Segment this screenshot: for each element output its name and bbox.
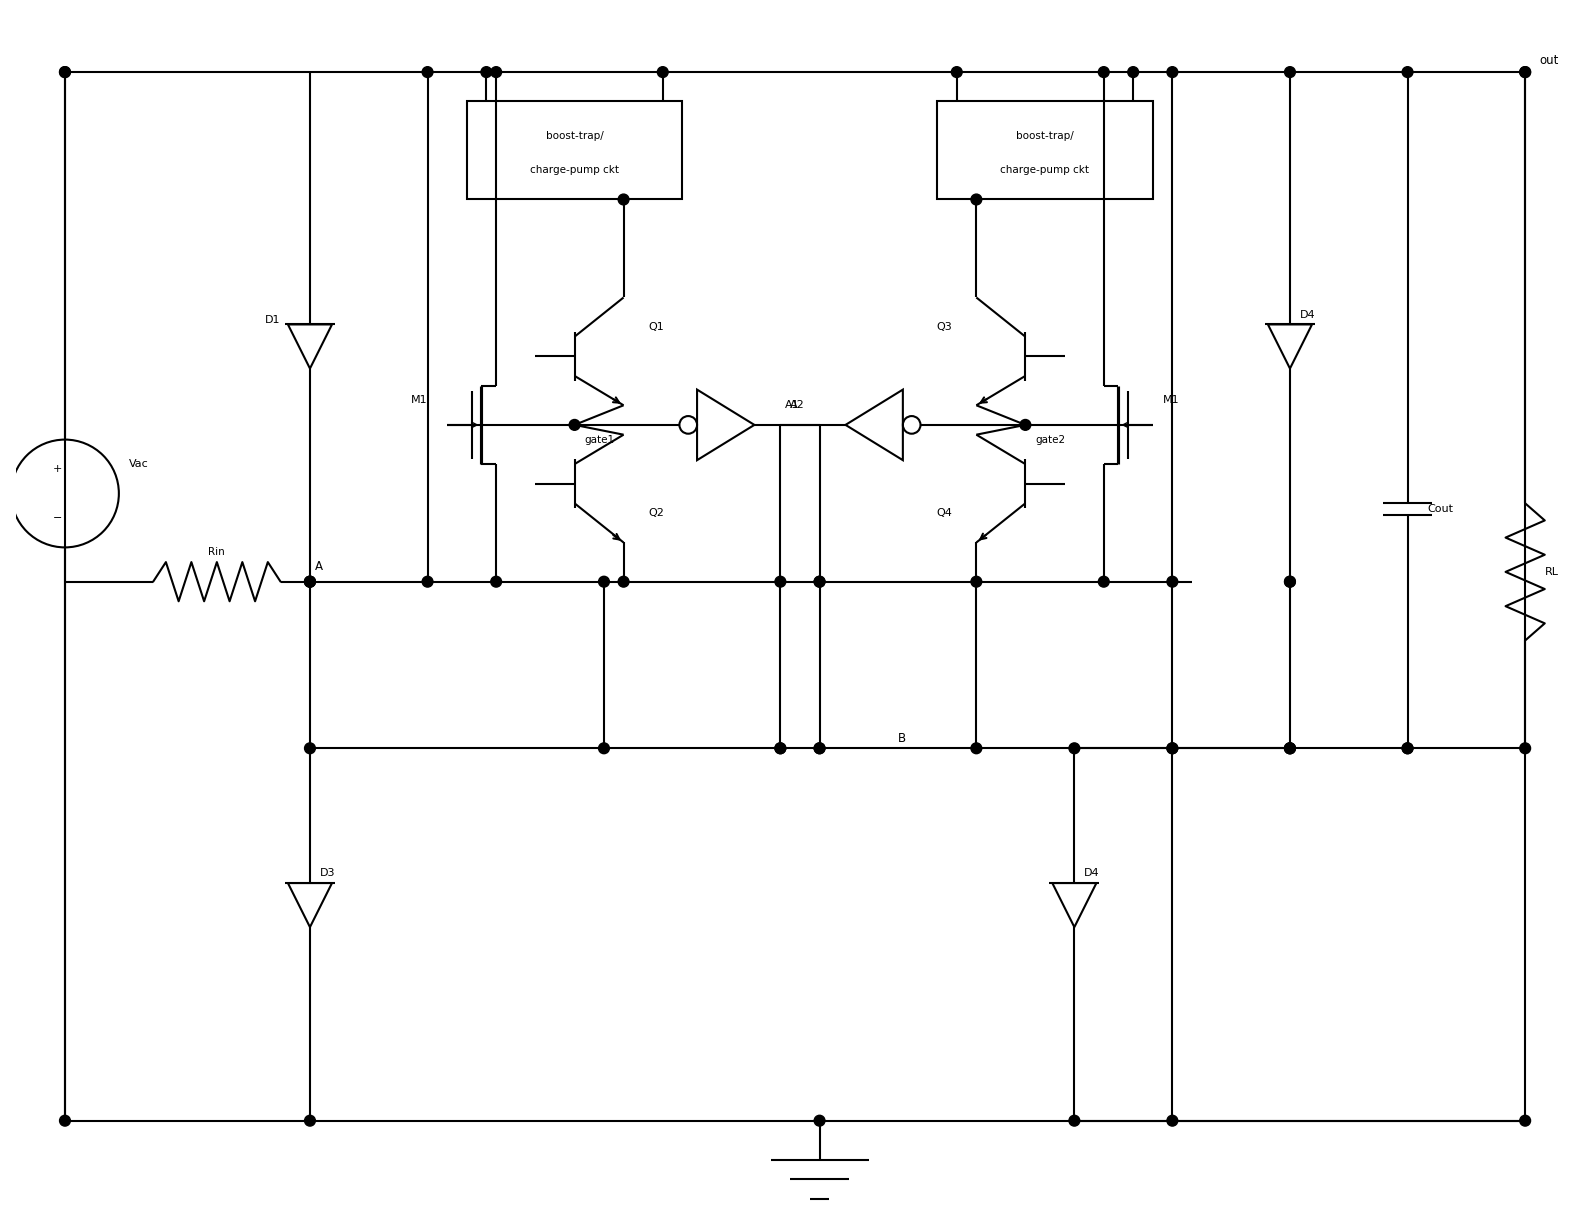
Text: A: A bbox=[314, 560, 322, 574]
Circle shape bbox=[618, 576, 629, 587]
Circle shape bbox=[1098, 66, 1109, 78]
Text: M1: M1 bbox=[410, 395, 428, 405]
Circle shape bbox=[814, 576, 825, 587]
Circle shape bbox=[598, 576, 610, 587]
Text: Q3: Q3 bbox=[937, 321, 951, 332]
Text: +: + bbox=[53, 464, 62, 474]
Circle shape bbox=[814, 742, 825, 753]
Circle shape bbox=[1285, 742, 1296, 753]
Text: D4: D4 bbox=[1084, 868, 1100, 878]
Text: D3: D3 bbox=[319, 868, 335, 878]
Circle shape bbox=[1285, 742, 1296, 753]
Text: Vac: Vac bbox=[129, 459, 148, 469]
FancyBboxPatch shape bbox=[937, 101, 1152, 199]
Text: D1: D1 bbox=[265, 315, 281, 325]
Circle shape bbox=[1167, 66, 1178, 78]
Text: Q4: Q4 bbox=[935, 508, 951, 518]
Text: charge-pump ckt: charge-pump ckt bbox=[1001, 165, 1090, 175]
Circle shape bbox=[423, 66, 433, 78]
Circle shape bbox=[618, 194, 629, 204]
Circle shape bbox=[1069, 742, 1080, 753]
Text: Q1: Q1 bbox=[648, 321, 664, 332]
Text: B: B bbox=[899, 732, 907, 745]
Circle shape bbox=[1167, 576, 1178, 587]
Circle shape bbox=[1403, 742, 1412, 753]
Circle shape bbox=[814, 742, 825, 753]
Circle shape bbox=[305, 742, 316, 753]
Circle shape bbox=[951, 66, 962, 78]
FancyBboxPatch shape bbox=[466, 101, 683, 199]
Circle shape bbox=[1285, 576, 1296, 587]
Text: out: out bbox=[1540, 54, 1559, 68]
Circle shape bbox=[1098, 576, 1109, 587]
Circle shape bbox=[1128, 66, 1138, 78]
Circle shape bbox=[970, 742, 982, 753]
Circle shape bbox=[492, 576, 501, 587]
Circle shape bbox=[480, 66, 492, 78]
Circle shape bbox=[59, 66, 70, 78]
Circle shape bbox=[1519, 66, 1531, 78]
Circle shape bbox=[598, 742, 610, 753]
Text: charge-pump ckt: charge-pump ckt bbox=[530, 165, 619, 175]
Circle shape bbox=[1403, 66, 1412, 78]
Circle shape bbox=[59, 66, 70, 78]
Circle shape bbox=[1519, 742, 1531, 753]
Circle shape bbox=[1167, 742, 1178, 753]
Text: −: − bbox=[53, 513, 62, 523]
Circle shape bbox=[1519, 1115, 1531, 1126]
Circle shape bbox=[305, 576, 316, 587]
Circle shape bbox=[970, 576, 982, 587]
Circle shape bbox=[1285, 66, 1296, 78]
Circle shape bbox=[658, 66, 669, 78]
Circle shape bbox=[1069, 1115, 1080, 1126]
Circle shape bbox=[1285, 742, 1296, 753]
Text: gate2: gate2 bbox=[1036, 435, 1065, 444]
Circle shape bbox=[492, 66, 501, 78]
Circle shape bbox=[305, 576, 316, 587]
Text: gate1: gate1 bbox=[584, 435, 614, 444]
Circle shape bbox=[423, 576, 433, 587]
Circle shape bbox=[776, 576, 785, 587]
Circle shape bbox=[1519, 66, 1531, 78]
Circle shape bbox=[1403, 742, 1412, 753]
Text: M1: M1 bbox=[1162, 395, 1179, 405]
Text: Q2: Q2 bbox=[648, 508, 664, 518]
Text: D4: D4 bbox=[1299, 310, 1315, 320]
Circle shape bbox=[59, 1115, 70, 1126]
Circle shape bbox=[1020, 420, 1031, 431]
Text: Cout: Cout bbox=[1427, 505, 1454, 515]
Circle shape bbox=[305, 1115, 316, 1126]
Circle shape bbox=[1167, 742, 1178, 753]
Text: A2: A2 bbox=[790, 400, 804, 410]
Text: Rin: Rin bbox=[209, 548, 225, 558]
Circle shape bbox=[1167, 1115, 1178, 1126]
Circle shape bbox=[776, 742, 785, 753]
Circle shape bbox=[776, 742, 785, 753]
Circle shape bbox=[570, 420, 579, 431]
Text: boost-trap/: boost-trap/ bbox=[1017, 130, 1074, 140]
Text: RL: RL bbox=[1545, 567, 1559, 577]
Text: boost-trap/: boost-trap/ bbox=[546, 130, 603, 140]
Circle shape bbox=[814, 1115, 825, 1126]
Circle shape bbox=[970, 194, 982, 204]
Circle shape bbox=[305, 576, 316, 587]
Text: A1: A1 bbox=[785, 400, 800, 410]
Circle shape bbox=[1285, 576, 1296, 587]
Circle shape bbox=[814, 576, 825, 587]
